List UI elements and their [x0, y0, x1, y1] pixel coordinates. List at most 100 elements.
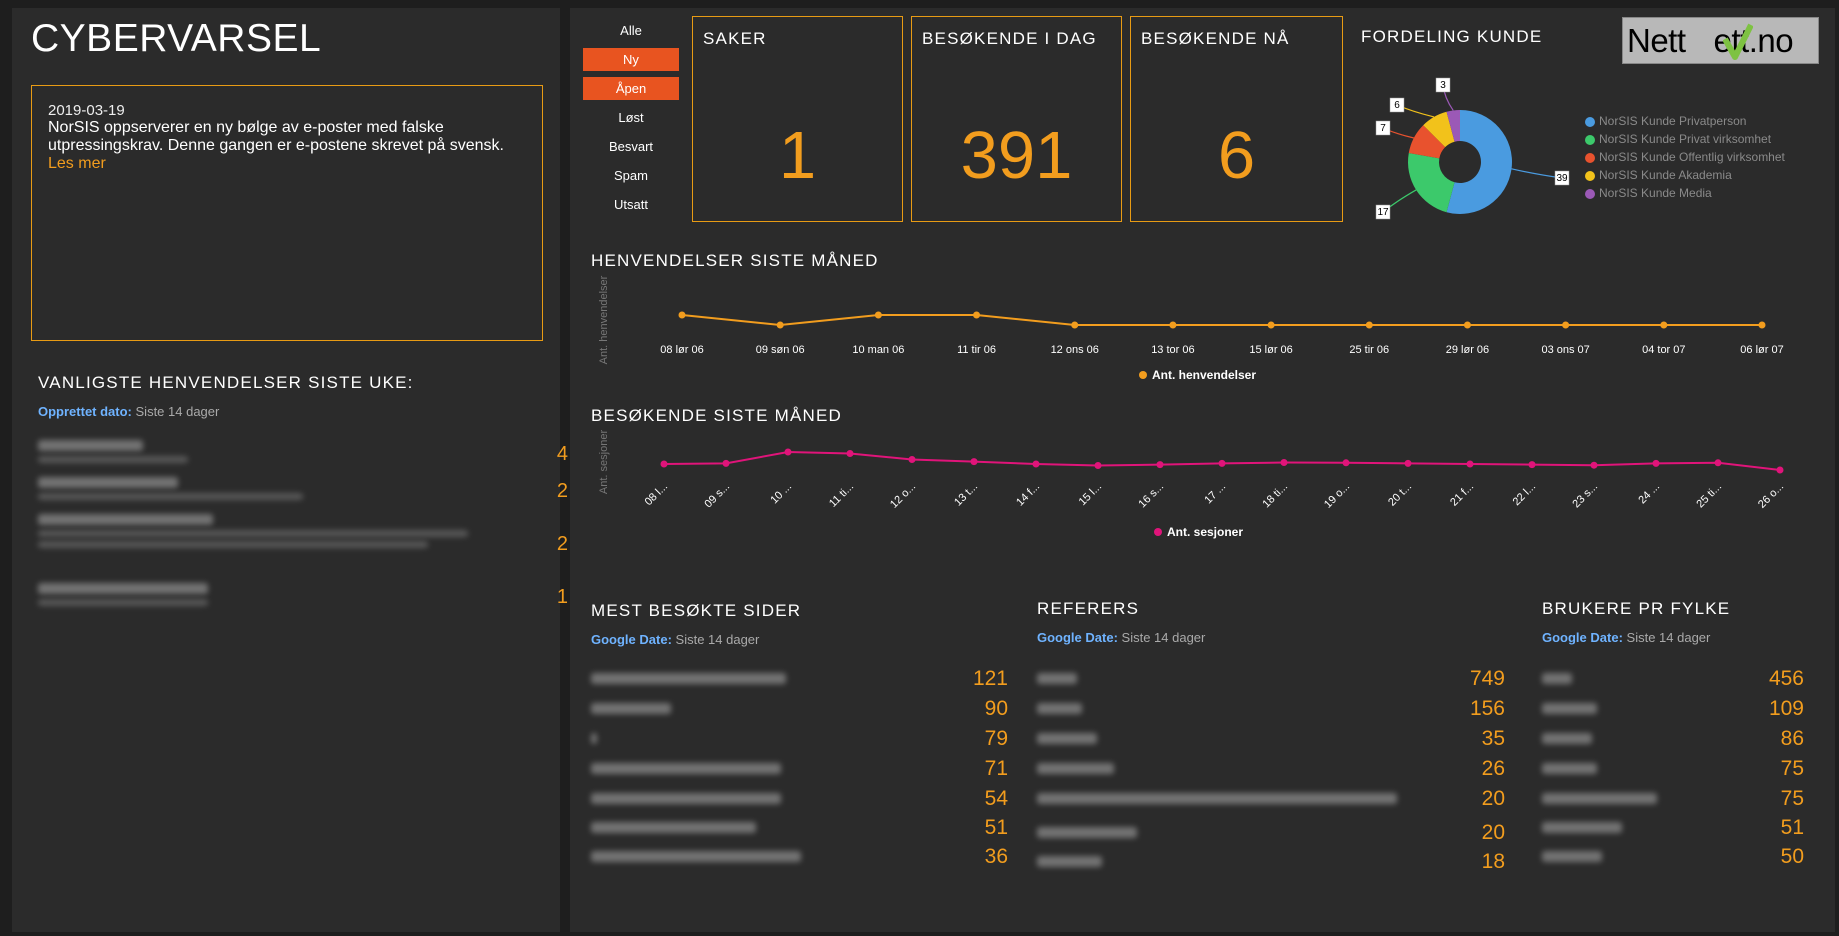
data-point[interactable] — [1660, 321, 1668, 329]
data-point[interactable] — [1365, 321, 1373, 329]
data-point[interactable] — [1071, 321, 1079, 329]
nettvett-logo: Nett ett.no — [1622, 17, 1819, 64]
data-point[interactable] — [660, 460, 668, 468]
pie-slice[interactable] — [1423, 111, 1455, 148]
list-item[interactable]: 2 — [38, 514, 568, 555]
legend-swatch — [1585, 117, 1595, 127]
google-date-filter[interactable]: Google Date: Siste 14 dager — [591, 632, 760, 647]
data-point[interactable] — [908, 456, 916, 463]
table-row[interactable]: 71 — [591, 757, 1008, 781]
table-row[interactable]: 51 — [591, 816, 1008, 840]
data-point[interactable] — [1094, 462, 1102, 469]
google-date-filter[interactable]: Google Date: Siste 14 dager — [1037, 630, 1206, 645]
pie-slice[interactable] — [1408, 125, 1446, 159]
table-row[interactable]: 749 — [1037, 667, 1505, 691]
data-point[interactable] — [1466, 460, 1474, 468]
data-point[interactable] — [970, 458, 978, 466]
data-point[interactable] — [1342, 459, 1350, 467]
data-point[interactable] — [1169, 321, 1177, 329]
legend-swatch — [1585, 153, 1595, 163]
table-row[interactable]: 20 — [1037, 821, 1505, 845]
data-point[interactable] — [1528, 461, 1536, 469]
data-point[interactable] — [1776, 466, 1784, 474]
table-row[interactable]: 90 — [591, 697, 1008, 721]
visitors-line-chart: Ant. sesjoner 08 l... 09 s... 10 ... 11 ti..… — [598, 430, 1786, 539]
blurred-subtitle — [38, 456, 188, 463]
list-item[interactable]: 4 — [38, 440, 568, 470]
status-filter-alle[interactable]: Alle — [620, 23, 642, 38]
legend-swatch — [1585, 171, 1595, 181]
data-point[interactable] — [1758, 321, 1766, 329]
x-tick-label: 10 ... — [768, 481, 794, 507]
blurred-label — [1542, 851, 1602, 862]
data-point[interactable] — [1404, 459, 1412, 467]
data-point[interactable] — [776, 321, 784, 329]
table-row[interactable]: 109 — [1542, 697, 1804, 721]
data-point[interactable] — [1280, 459, 1288, 466]
blurred-title — [38, 514, 213, 525]
filter-key: Opprettet dato: — [38, 404, 132, 419]
row-value: 51 — [984, 816, 1008, 839]
x-tick-label: 24 ... — [1636, 481, 1662, 507]
table-row[interactable]: 156 — [1037, 697, 1505, 721]
blurred-label — [591, 793, 781, 804]
blurred-label — [591, 733, 597, 744]
status-filter-åpen[interactable]: Åpen — [583, 77, 679, 100]
status-filter-løst[interactable]: Løst — [618, 110, 644, 125]
data-point[interactable] — [1156, 461, 1164, 469]
data-point[interactable] — [784, 448, 792, 456]
data-point[interactable] — [1267, 321, 1275, 329]
table-row[interactable]: 36 — [591, 845, 1008, 869]
x-tick-label: 23 s... — [1570, 481, 1600, 511]
table-row[interactable]: 18 — [1037, 850, 1505, 874]
data-point[interactable] — [846, 450, 854, 457]
table-row[interactable]: 86 — [1542, 727, 1804, 751]
list-item[interactable]: 2 — [38, 477, 568, 507]
created-date-filter[interactable]: Opprettet dato: Siste 14 dager — [38, 404, 219, 419]
data-point[interactable] — [1714, 459, 1722, 467]
blurred-title — [38, 583, 208, 594]
x-tick-label: 25 tir 06 — [1349, 344, 1389, 356]
status-filter-utsatt[interactable]: Utsatt — [614, 197, 648, 212]
kpi-cases: SAKER 1 — [692, 16, 903, 222]
pie-label-box — [1375, 120, 1391, 136]
data-point[interactable] — [1590, 461, 1598, 469]
row-value: 75 — [1780, 787, 1804, 810]
table-row[interactable]: 51 — [1542, 816, 1804, 840]
table-row[interactable]: 121 — [591, 667, 1008, 691]
table-row[interactable]: 75 — [1542, 757, 1804, 781]
table-row[interactable]: 456 — [1542, 667, 1804, 691]
table-row[interactable]: 54 — [591, 787, 1008, 811]
data-point[interactable] — [1032, 460, 1040, 468]
pie-slice[interactable] — [1446, 110, 1512, 214]
status-filter-besvart[interactable]: Besvart — [608, 139, 654, 154]
data-point[interactable] — [973, 311, 981, 319]
data-point[interactable] — [1218, 459, 1226, 467]
blurred-subtitle — [38, 599, 208, 606]
data-point[interactable] — [1652, 459, 1660, 467]
status-filter-spam[interactable]: Spam — [614, 168, 648, 183]
table-row[interactable]: 79 — [591, 727, 1008, 751]
data-point[interactable] — [1562, 321, 1570, 329]
table-row[interactable]: 50 — [1542, 845, 1804, 869]
pie-slice[interactable] — [1446, 110, 1460, 142]
list-item[interactable]: 1 — [38, 583, 568, 613]
table-row[interactable]: 20 — [1037, 787, 1505, 811]
x-tick-label: 15 l... — [1077, 481, 1105, 509]
data-point[interactable] — [722, 459, 730, 467]
blurred-label — [1542, 673, 1572, 684]
pie-slice[interactable] — [1408, 152, 1455, 213]
row-value: 75 — [1780, 757, 1804, 780]
data-point[interactable] — [874, 311, 882, 319]
x-tick-label: 09 søn 06 — [756, 344, 805, 356]
kpi-value: 1 — [778, 118, 817, 193]
read-more-link[interactable]: Les mer — [48, 155, 106, 172]
table-row[interactable]: 35 — [1037, 727, 1505, 751]
table-row[interactable]: 75 — [1542, 787, 1804, 811]
status-filter-ny[interactable]: Ny — [583, 48, 679, 71]
data-point[interactable] — [1463, 321, 1471, 329]
google-date-filter[interactable]: Google Date: Siste 14 dager — [1542, 630, 1711, 645]
data-point[interactable] — [678, 311, 686, 319]
blurred-label — [1542, 822, 1622, 833]
table-row[interactable]: 26 — [1037, 757, 1505, 781]
